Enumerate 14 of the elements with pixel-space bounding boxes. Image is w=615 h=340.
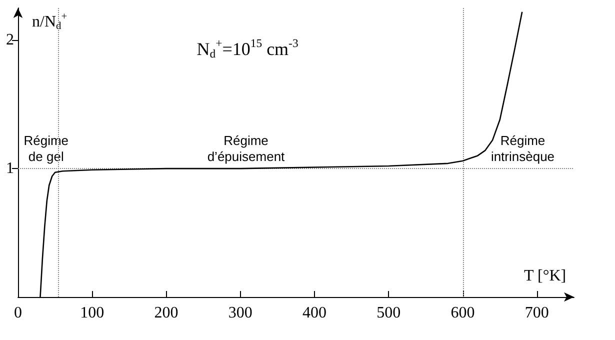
annotation: Régime intrinsèque [490,133,555,164]
x-tick-label: 100 [80,304,104,322]
x-tick-label: 300 [228,304,252,322]
x-tick-label: 600 [450,304,475,322]
x-tick-label: 500 [376,304,401,322]
x-tick-label: 200 [154,304,178,322]
annotation: Régime d’épuisement [207,133,286,164]
x-tick-label: 700 [524,304,549,322]
y-tick-label: 2 [6,32,14,49]
annotation: Régime de gel [24,133,69,164]
x-tick-label: 0 [14,304,22,322]
x-axis-title: T [°K] [524,268,566,284]
x-tick-label: 400 [302,304,327,322]
y-tick-label: 1 [6,160,14,178]
